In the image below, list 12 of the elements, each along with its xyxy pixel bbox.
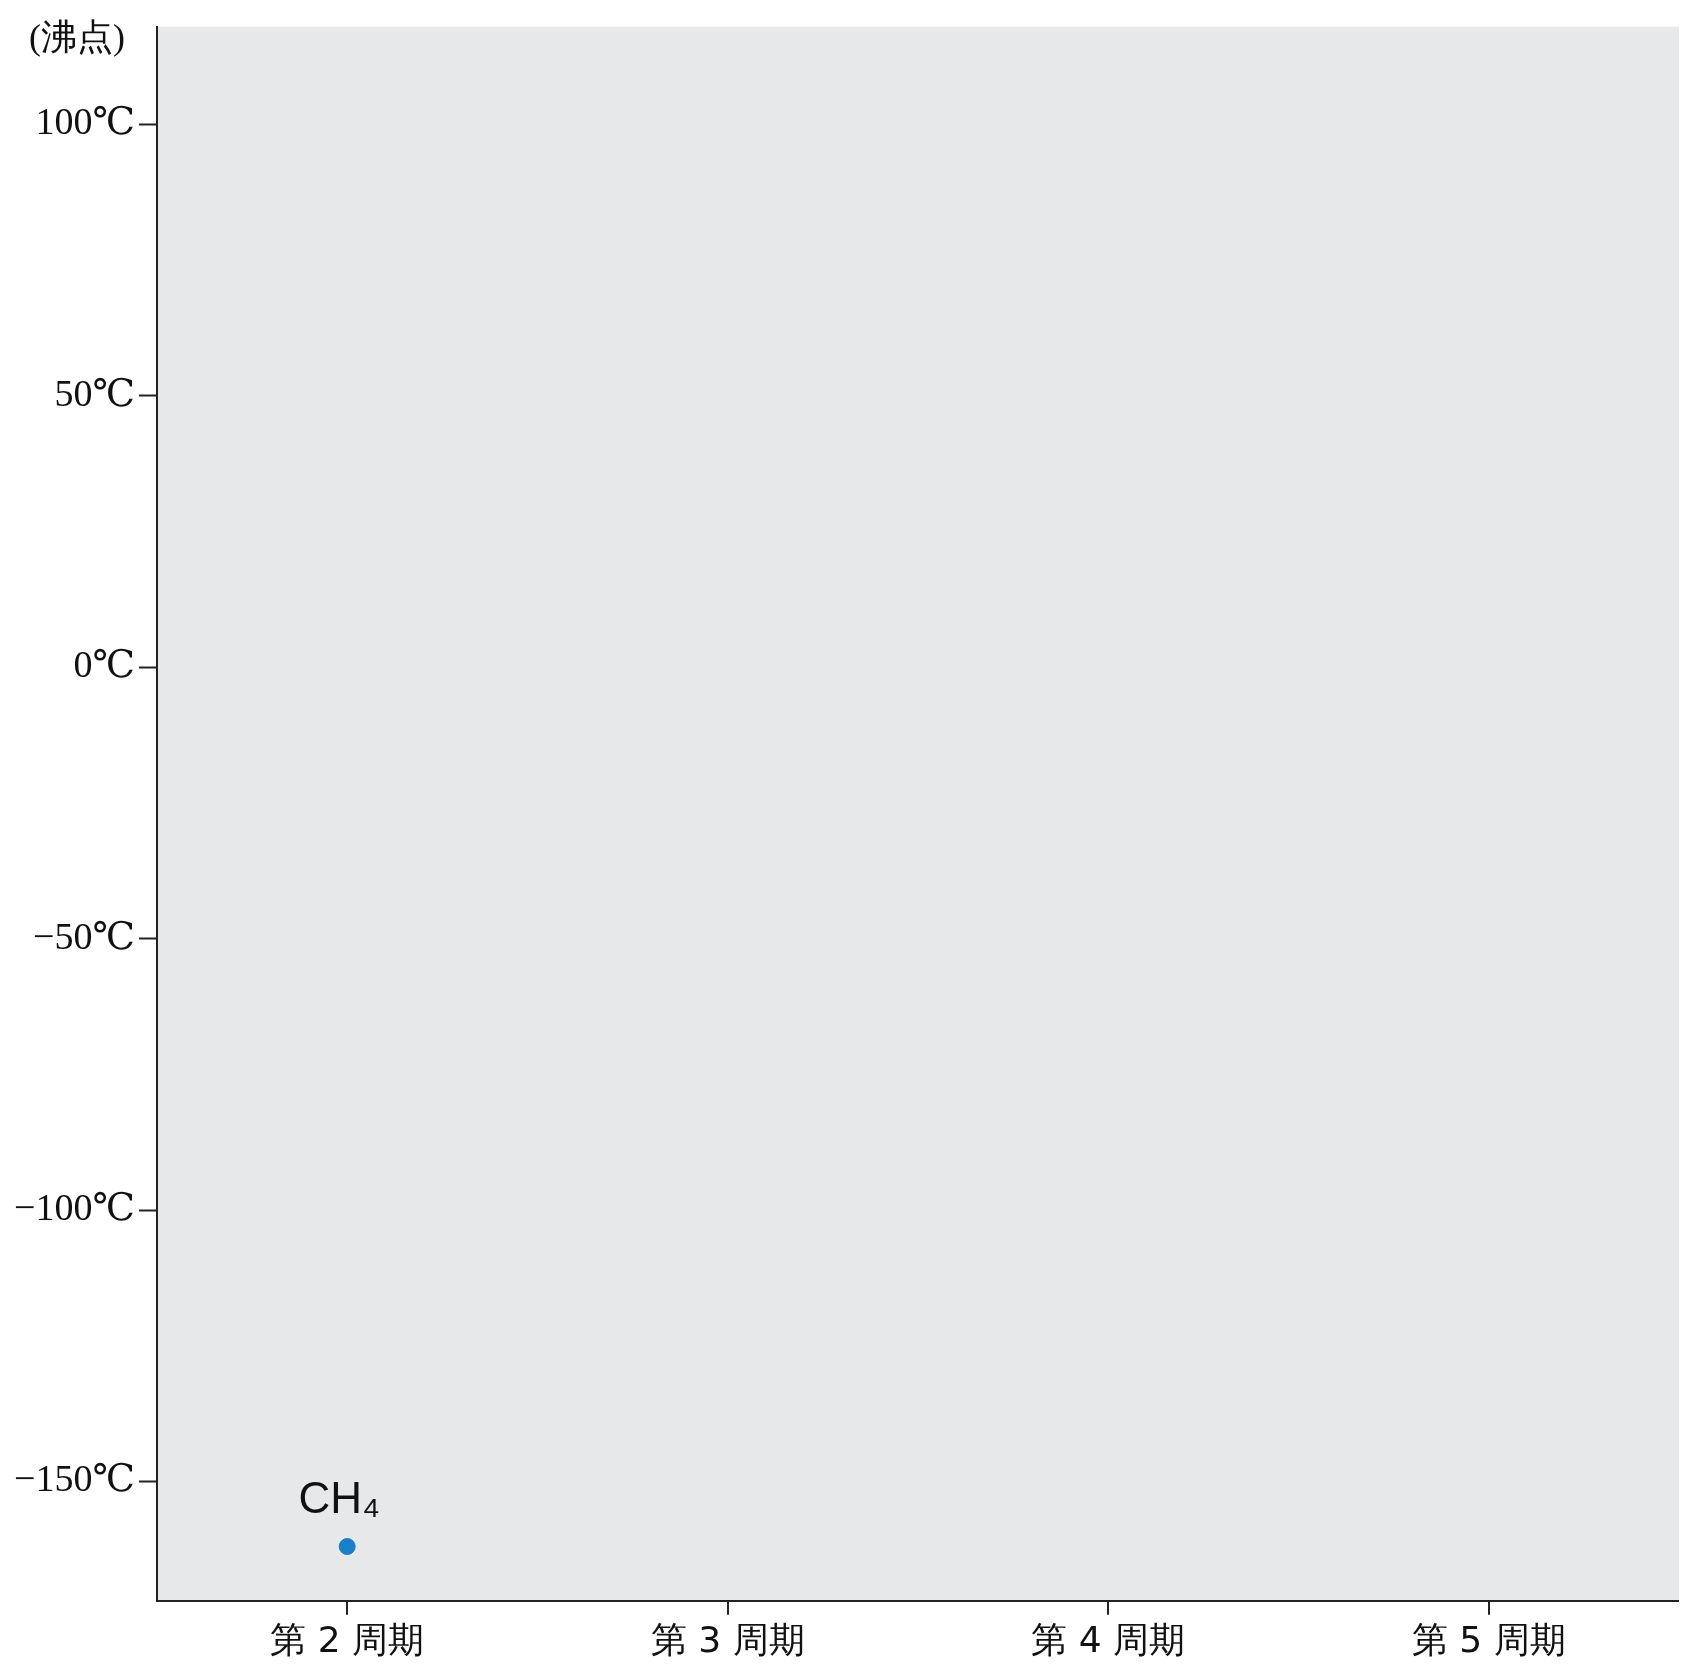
annotation: CH₄ [298, 1472, 380, 1522]
y-axis-title: (沸点) [28, 17, 125, 58]
x-tick-label: 第 3 周期 [650, 1618, 805, 1660]
x-tick-label: 第 5 周期 [1411, 1618, 1566, 1660]
x-tick-label: 第 4 周期 [1031, 1618, 1186, 1660]
y-tick-label: 100℃ [35, 100, 135, 143]
y-tick-label: −150℃ [13, 1457, 135, 1500]
y-tick-label: 50℃ [54, 371, 135, 414]
y-tick-label: 0℃ [73, 643, 135, 686]
y-tick-label: −50℃ [32, 914, 135, 957]
y-tick-label: −100℃ [13, 1186, 135, 1228]
x-tick-label: 第 2 周期 [270, 1618, 425, 1660]
